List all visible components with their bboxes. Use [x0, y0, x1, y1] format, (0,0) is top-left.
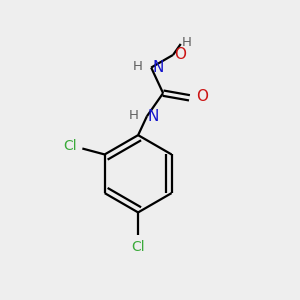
- Text: H: H: [129, 109, 139, 122]
- Text: H: H: [133, 61, 143, 74]
- Text: H: H: [182, 36, 192, 49]
- Text: O: O: [175, 46, 187, 62]
- Text: Cl: Cl: [131, 240, 145, 254]
- Text: N: N: [152, 60, 164, 75]
- Text: Cl: Cl: [63, 139, 77, 153]
- Text: N: N: [148, 109, 159, 124]
- Text: O: O: [196, 89, 208, 104]
